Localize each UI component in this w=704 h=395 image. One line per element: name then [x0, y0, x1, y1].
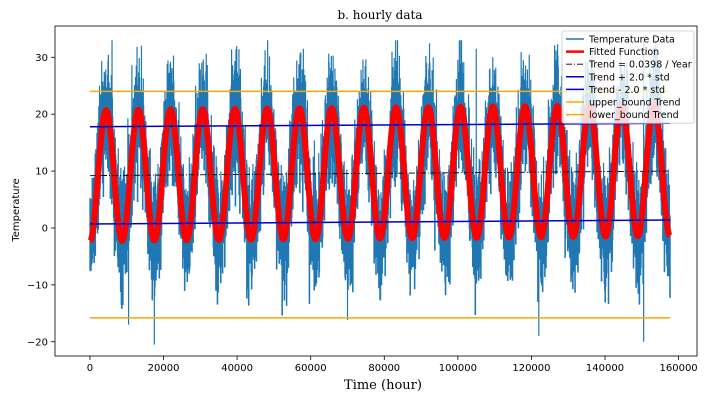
trend-minus-std-line: [89, 219, 671, 225]
y-axis: −20 −10 0 10 20 30: [27, 53, 55, 348]
legend-box: [561, 30, 695, 124]
y-tick-label: −10: [27, 280, 48, 291]
legend-label: Trend - 2.0 * std: [588, 85, 665, 96]
y-tick-label: 10: [35, 167, 48, 178]
trend-line: [89, 170, 671, 177]
fitted-function-line: [87, 102, 673, 244]
y-axis-label: Temperature: [11, 178, 22, 242]
x-tick-label: 60000: [295, 363, 327, 374]
legend-label: Trend + 2.0 * std: [588, 72, 670, 83]
x-axis-label: Time (hour): [344, 378, 422, 393]
plot-area: [87, 40, 673, 345]
y-tick-label: −20: [27, 337, 48, 348]
x-tick-label: 120000: [512, 363, 550, 374]
plot-frame: [54, 25, 698, 357]
x-axis: 0 20000 40000 60000 80000 100000 120000 140000 1…: [87, 356, 698, 374]
y-tick-label: 20: [35, 110, 48, 121]
y-tick-label: 30: [35, 53, 48, 64]
x-tick-label: 100000: [439, 363, 477, 374]
fitted-series: [87, 102, 673, 244]
trend-plus-std-line: [89, 122, 671, 128]
x-tick-label: 80000: [368, 363, 400, 374]
chart-title: b. hourly data: [338, 8, 423, 22]
legend-label: lower_bound Trend: [589, 110, 679, 121]
legend-label: Fitted Function: [589, 47, 659, 58]
legend-label: Temperature Data: [588, 35, 675, 46]
x-tick-label: 160000: [660, 363, 698, 374]
trend-lines: [89, 90, 671, 319]
legend-label: upper_bound Trend: [589, 98, 681, 109]
x-tick-label: 0: [87, 363, 93, 374]
x-tick-label: 40000: [221, 363, 253, 374]
x-tick-label: 140000: [586, 363, 624, 374]
y-tick-label: 0: [42, 223, 48, 234]
x-tick-label: 20000: [148, 363, 180, 374]
legend-label: Trend = 0.0398 / Year: [588, 60, 692, 71]
